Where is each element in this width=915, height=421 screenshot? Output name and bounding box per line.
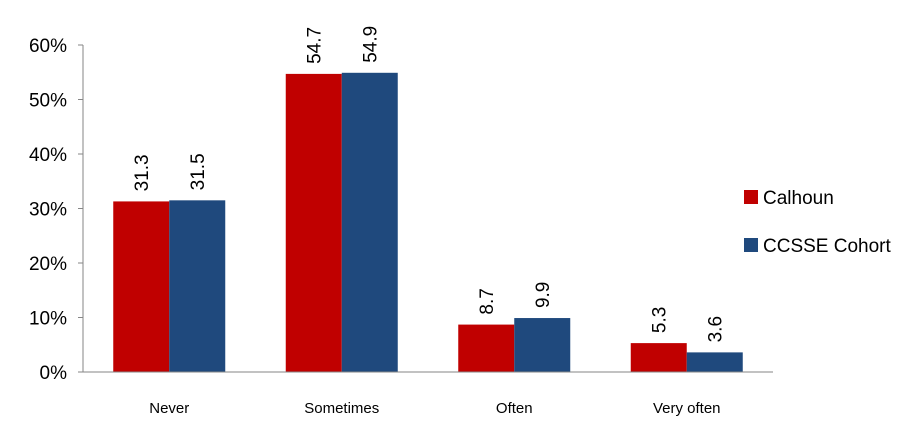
legend-swatch [744,190,758,204]
data-label: 54.7 [305,27,326,64]
bar-calhoun [458,324,515,372]
y-tick-label: 30% [29,200,67,221]
bar-ccsse-cohort [686,352,743,372]
data-label: 8.7 [477,288,498,314]
y-tick-label: 60% [29,36,67,57]
x-axis-labels: Never Sometimes Often Very often [149,400,720,417]
y-tick-label: 50% [29,91,67,112]
category-label: Sometimes [304,400,379,417]
data-label: 31.3 [132,154,153,191]
bar-ccsse-cohort [341,72,398,373]
legend: Calhoun CCSSE Cohort [744,188,891,257]
category-label: Never [149,400,189,417]
bar-ccsse-cohort [514,318,571,372]
bar-calhoun [285,73,342,372]
category-label: Often [496,400,533,417]
data-label: 9.9 [533,282,554,308]
category-label: Very often [653,400,721,417]
data-label: 3.6 [706,316,727,342]
y-tick-label: 0% [40,363,68,384]
y-tick-label: 40% [29,145,67,166]
data-label: 54.9 [361,26,382,63]
bars [113,72,743,373]
y-tick-label: 10% [29,309,67,330]
data-label: 31.5 [188,153,209,190]
legend-label: CCSSE Cohort [763,236,891,257]
bar-ccsse-cohort [169,200,226,372]
data-label: 5.3 [650,307,671,333]
legend-swatch [744,238,758,252]
bar-calhoun [630,343,687,372]
legend-label: Calhoun [763,188,834,209]
bar-calhoun [113,201,170,372]
y-tick-label: 20% [29,254,67,275]
y-axis-ticks: 0% 10% 20% 30% 40% 50% 60% [29,36,83,384]
data-labels: 31.3 31.5 54.7 54.9 8.7 9.9 5.3 3.6 [132,26,727,343]
